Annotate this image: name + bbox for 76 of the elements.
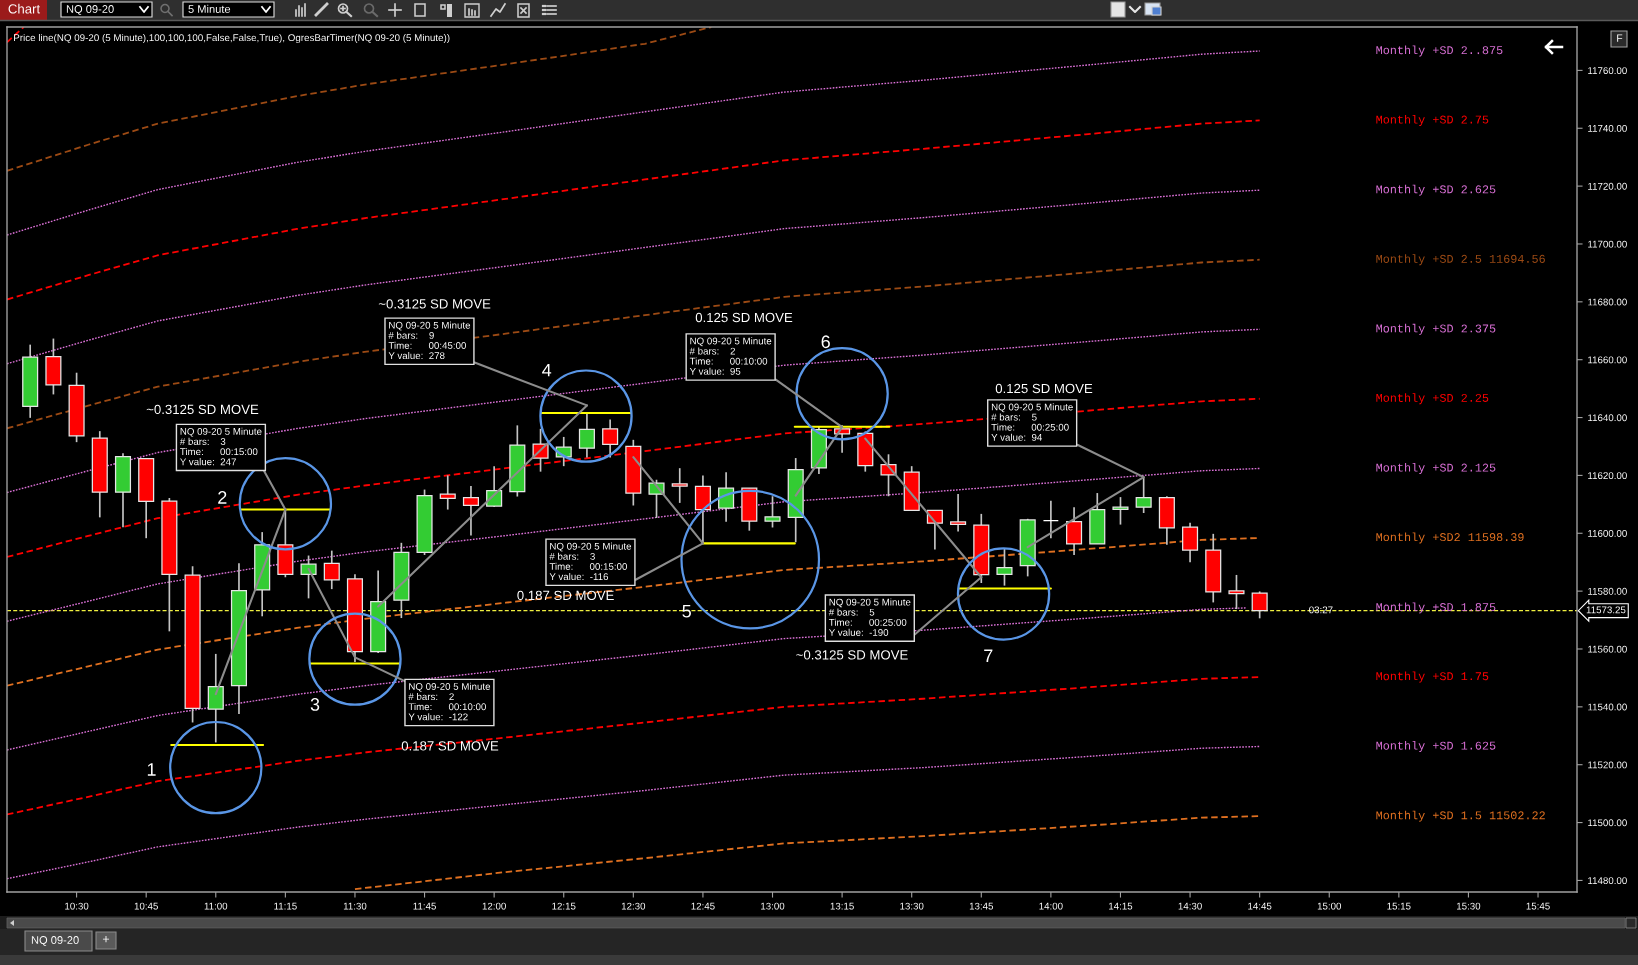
y-tick-label: 11620.00 [1588,472,1627,480]
x-tick-label: 13:45 [969,902,994,910]
y-tick-label: 11540.00 [1588,703,1627,711]
annotation: 5 [682,604,691,618]
y-tick-label: 11580.00 [1588,587,1627,595]
x-tick-label: 13:30 [900,902,924,910]
annotation: NQ 09-20 5 Minute # bars: 5 Time: 00:25:00 Y value: -190 [828,598,911,636]
annotation: 0.125 SD MOVE [695,312,793,323]
annotation: 2 [218,491,227,504]
annotation: 3 [310,698,320,711]
x-tick-label: 15:30 [1457,902,1481,910]
annotation: 7 [984,649,993,662]
text: Monthly +SD 2.625 [1376,184,1496,196]
text: Monthly +SD 1.625 [1376,740,1496,752]
y-tick-label: 11720.00 [1588,182,1627,190]
x-tick-label: 13:15 [830,902,854,910]
ref-line-label: 11573.25 [1586,606,1626,614]
annotation: 6 [821,335,830,349]
x-tick-label: 12:00 [482,902,506,910]
text: NQ 09-20 [66,5,114,15]
y-tick-label: 11600.00 [1588,530,1627,537]
y-tick-label: 11480.00 [1588,877,1627,885]
text: Monthly +SD 2.25 [1376,393,1489,405]
x-tick-label: 14:15 [1109,902,1133,910]
text: NQ 09-20 [31,936,79,946]
annotation: NQ 09-20 5 Minute # bars: 2 Time: 00:10:00 Y value: 95 [689,337,772,375]
annotation: NQ 09-20 5 Minute # bars: 3 Time: 00:15:00 Y value: -116 [549,542,632,581]
x-tick-label: 12:15 [552,902,576,910]
x-tick-label: 12:30 [621,902,646,910]
y-tick-label: 11740.00 [1588,124,1627,132]
y-tick-label: 11500.00 [1588,819,1627,827]
annotation: 0.187 SD MOVE [401,741,499,751]
x-tick-label: 14:00 [1039,902,1063,910]
annotation: NQ 09-20 5 Minute # bars: 3 Time: 00:15:00 Y value: 247 [179,427,262,466]
text: Chart [8,3,41,14]
x-tick-label: 14:30 [1178,902,1202,910]
x-tick-label: 14:45 [1248,902,1272,910]
y-tick-label: 11520.00 [1588,761,1627,769]
text: Monthly +SD 1.5 11502.22 [1376,810,1545,822]
y-tick-label: 11660.00 [1588,356,1627,364]
annotation: ~0.3125 SD MOVE [378,299,491,309]
text: Monthly +SD 2.375 [1376,323,1496,335]
text: Monthly +SD 1.75 [1376,671,1489,683]
x-tick-label: 11:30 [343,902,367,910]
annotation: NQ 09-20 5 Minute # bars: 9 Time: 00:45:00 Y value: 278 [388,321,471,360]
text: 5 Minute [188,4,231,13]
annotation: NQ 09-20 5 Minute # bars: 5 Time: 00:25:00 Y value: 94 [991,403,1073,441]
x-tick-label: 11:00 [204,902,228,910]
x-tick-label: 15:45 [1526,902,1550,910]
x-tick-label: 10:30 [65,902,89,910]
text: Monthly +SD 2..875 [1376,45,1503,57]
y-tick-label: 11760.00 [1588,67,1627,75]
text: Price line(NQ 09-20 (5 Minute),100,100,100,False,False,True), OgresBarTimer(NQ 09-20 (5 Minute)) [14,33,450,44]
x-tick-label: 15:00 [1317,902,1342,910]
text: F [1617,34,1623,42]
annotation: NQ 09-20 5 Minute # bars: 2 Time: 00:10:00 Y value: -122 [408,682,491,721]
text: Monthly +SD 2.125 [1376,462,1496,474]
y-tick-label: 11680.00 [1588,298,1627,306]
y-tick-label: 11640.00 [1588,414,1627,422]
text: Monthly +SD2 11598.39 [1376,532,1524,544]
x-tick-label: 10:45 [134,902,158,910]
annotation: 1 [147,763,156,776]
y-tick-label: 11560.00 [1588,645,1627,653]
text: Monthly +SD 2.5 11694.56 [1376,254,1545,266]
annotation: 0.125 SD MOVE [995,383,1093,394]
annotation: ~0.3125 SD MOVE [146,404,259,415]
x-tick-label: 11:15 [274,902,297,910]
x-tick-label: 12:45 [691,902,715,910]
y-tick-label: 11700.00 [1588,240,1627,248]
x-tick-label: 13:00 [761,902,785,910]
x-tick-label: 15:15 [1387,902,1411,910]
x-tick-label: 11:45 [413,902,436,910]
text: + [102,936,110,943]
text: Monthly +SD 2.75 [1376,114,1489,126]
annotation: ~0.3125 SD MOVE [796,650,908,660]
annotation: 4 [542,363,552,377]
